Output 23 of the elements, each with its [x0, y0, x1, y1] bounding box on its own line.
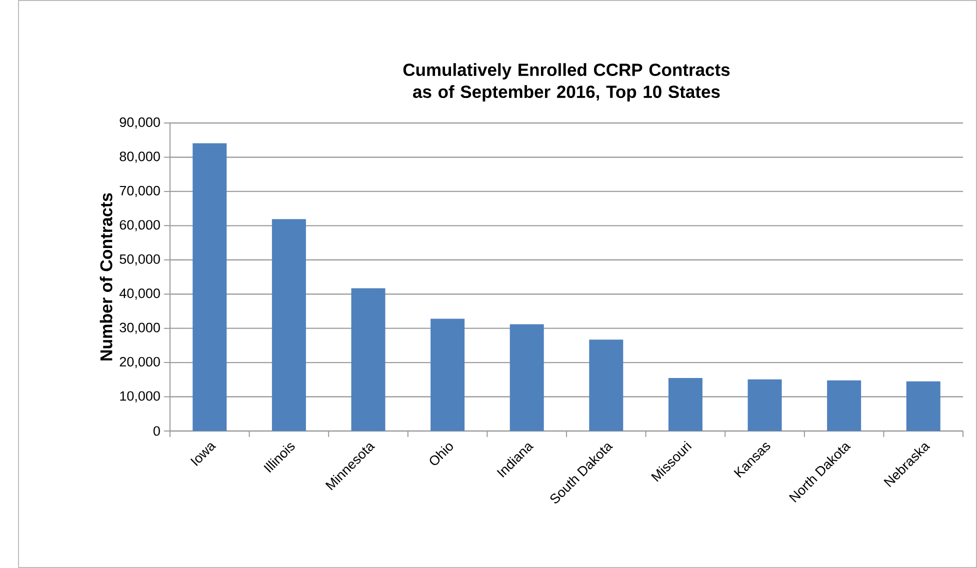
bar	[351, 288, 386, 431]
chart-title: Cumulatively Enrolled CCRP Contracts as of September 2016, Top 10 States	[403, 63, 730, 102]
bar	[827, 380, 862, 431]
y-tick-label: 10,000	[120, 391, 160, 402]
bar	[192, 143, 227, 431]
y-tick-label: 80,000	[120, 152, 160, 163]
bar	[668, 378, 702, 431]
y-tick-label: 30,000	[120, 322, 160, 334]
y-tick-label: 90,000	[120, 117, 160, 129]
y-tick-label: 70,000	[120, 186, 160, 198]
bar	[589, 340, 624, 431]
x-tick-label: Ohio	[430, 443, 453, 466]
bar	[906, 381, 940, 431]
bar	[510, 324, 544, 431]
y-tick-label: 0	[153, 426, 160, 436]
y-axis-title: Number of Contracts	[100, 193, 112, 360]
bar	[430, 318, 465, 431]
bar	[272, 219, 306, 431]
y-tick-label: 50,000	[120, 254, 160, 266]
y-tick-label: 20,000	[120, 356, 160, 368]
bar	[748, 379, 782, 431]
y-tick-label: 60,000	[120, 220, 160, 232]
y-tick-label: 40,000	[119, 288, 160, 300]
